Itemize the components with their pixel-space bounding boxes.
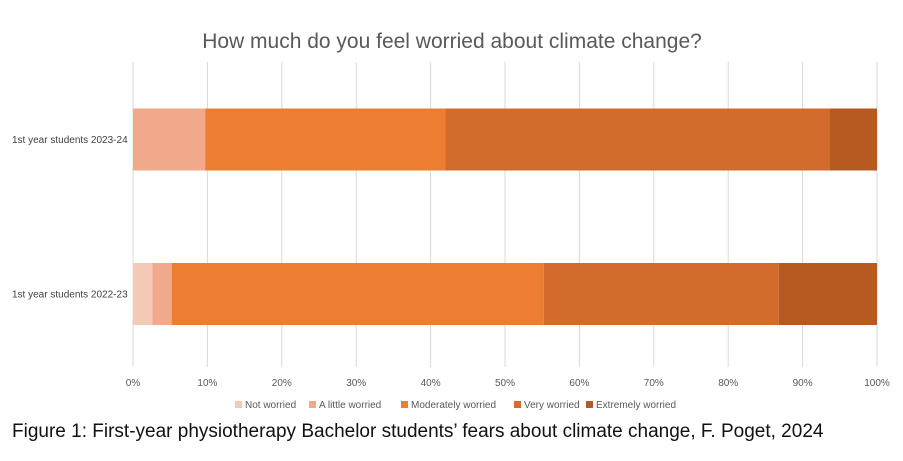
legend-label: Extremely worried — [596, 400, 676, 411]
bar-segment — [133, 263, 153, 325]
bar-segment — [171, 263, 544, 325]
legend: Not worried A little worried Moderately wo… — [235, 400, 676, 411]
legend-swatch — [514, 401, 521, 408]
bar-segment — [829, 108, 877, 171]
x-tick-label: 20% — [272, 378, 292, 389]
legend-swatch — [586, 401, 593, 408]
legend-swatch — [309, 401, 316, 408]
legend-label: Not worried — [245, 400, 296, 411]
bar-segment — [205, 108, 446, 171]
bars — [133, 108, 877, 325]
bar-segment — [133, 108, 206, 171]
x-tick-label: 70% — [644, 378, 664, 389]
category-label: 1st year students 2023-24 — [12, 135, 128, 146]
x-tick-label: 100% — [864, 378, 890, 389]
legend-label: Very worried — [524, 400, 580, 411]
x-tick-label: 60% — [569, 378, 589, 389]
x-tick-label: 0% — [126, 378, 141, 389]
x-tick-label: 80% — [718, 378, 738, 389]
x-tick-label: 90% — [793, 378, 813, 389]
x-tick-label: 30% — [346, 378, 366, 389]
x-tick-label: 10% — [197, 378, 217, 389]
bar-segment — [543, 263, 779, 325]
category-label: 1st year students 2022-23 — [12, 290, 128, 301]
chart-title: How much do you feel worried about clima… — [202, 30, 702, 53]
x-axis-ticks: 0% 10% 20% 30% 40% 50% 60% 70% 80% 90% 100% — [126, 378, 890, 389]
bar-segment — [445, 108, 830, 171]
figure-caption: Figure 1: First-year physiotherapy Bache… — [12, 421, 824, 442]
x-tick-label: 50% — [495, 378, 515, 389]
bar-segment — [778, 263, 877, 325]
bar-segment — [152, 263, 172, 325]
legend-swatch — [235, 401, 242, 408]
legend-swatch — [401, 401, 408, 408]
x-tick-label: 40% — [421, 378, 441, 389]
legend-label: Moderately worried — [411, 400, 496, 411]
legend-label: A little worried — [319, 400, 381, 411]
category-labels: 1st year students 2023-24 1st year studen… — [12, 135, 128, 301]
